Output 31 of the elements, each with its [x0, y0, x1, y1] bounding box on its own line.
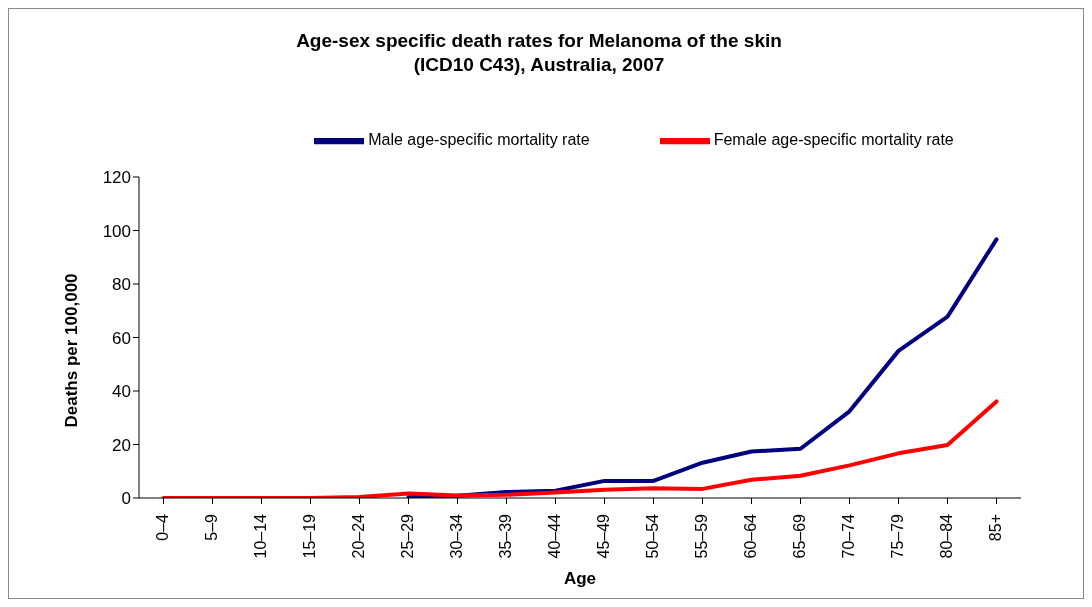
- y-tick-label: 100: [102, 221, 131, 241]
- y-axis-title: Deaths per 100,000: [62, 273, 82, 428]
- chart-title: Age-sex specific death rates for Melanoma of the skin (ICD10 C43), Australia, 2007: [295, 29, 783, 77]
- y-tick-label: 80: [112, 275, 131, 295]
- x-tick-label: 0–4: [153, 513, 171, 541]
- x-tick-label: 50–54: [643, 513, 661, 559]
- y-tick-label: 20: [112, 435, 131, 455]
- x-tick-label: 65–69: [790, 513, 808, 559]
- x-tick-label: 80–84: [937, 513, 955, 559]
- x-tick-label: 85+: [986, 514, 1004, 542]
- x-tick-label: 15–19: [300, 513, 318, 559]
- y-tick-label: 0: [121, 489, 131, 509]
- x-tick-label: 35–39: [496, 513, 514, 559]
- x-tick-label: 10–14: [251, 513, 269, 559]
- x-tick-label: 55–59: [692, 513, 710, 559]
- x-tick-label: 20–24: [349, 513, 367, 559]
- x-tick-label: 40–44: [545, 513, 563, 559]
- y-tick-label: 60: [112, 328, 131, 348]
- x-axis-title: Age: [563, 569, 597, 588]
- line-series: [161, 399, 999, 498]
- x-tick-label: 5–9: [202, 513, 220, 541]
- x-tick-label: 30–34: [447, 513, 465, 559]
- y-tick-label: 120: [102, 168, 131, 188]
- x-tick-label: 60–64: [741, 513, 759, 559]
- legend-label: Male age-specific mortality rate: [368, 131, 590, 149]
- y-tick-label: 40: [112, 382, 131, 402]
- x-tick-label: 45–49: [594, 513, 612, 559]
- x-tick-label: 70–74: [839, 513, 857, 559]
- x-tick-label: 25–29: [398, 513, 416, 559]
- legend-label: Female age-specific mortality rate: [713, 131, 954, 149]
- x-tick-label: 75–79: [888, 513, 906, 559]
